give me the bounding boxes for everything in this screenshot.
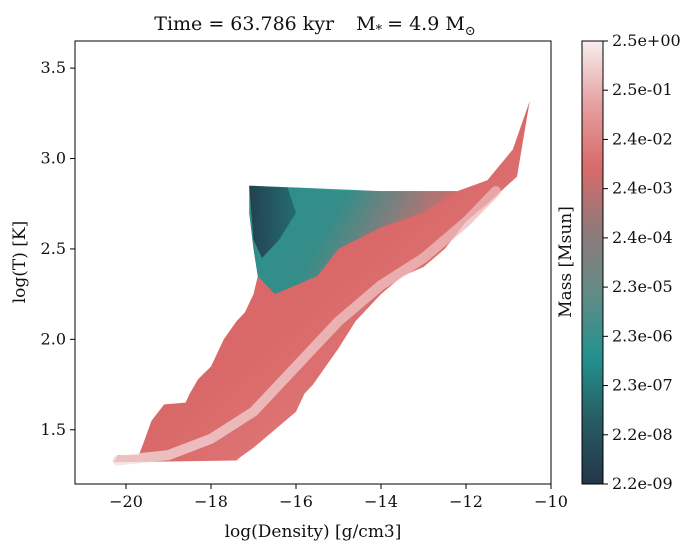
y-tick-label: 2.0: [41, 329, 66, 348]
y-axis-label: log(T) [K]: [10, 221, 30, 304]
x-tick-label: −14: [364, 492, 398, 511]
low-mass-region: [249, 185, 296, 258]
y-tick-label: 3.5: [41, 58, 66, 77]
y-tick-label: 3.0: [41, 149, 66, 168]
colorbar-tick-label: 2.5e-01: [612, 80, 673, 99]
y-tick-label: 2.5: [41, 239, 66, 258]
x-tick-label: −16: [279, 492, 313, 511]
x-tick-label: −20: [109, 492, 143, 511]
x-axis-label: log(Density) [g/cm3]: [225, 522, 402, 542]
hot-gas-region: [249, 185, 458, 295]
x-axis-ticks: −20 −18 −16 −14 −12 −10: [109, 484, 568, 511]
colorbar-ticks: 2.2e-09 2.2e-08 2.3e-07 2.3e-06 2.3e-05 2.4e-…: [603, 31, 681, 493]
colorbar-tick-label: 2.2e-09: [612, 474, 673, 493]
colorbar-tick-label: 2.4e-02: [612, 129, 673, 148]
x-tick-label: −12: [449, 492, 483, 511]
plot-frame: [74, 40, 552, 485]
colorbar: [581, 40, 604, 485]
x-tick-label: −18: [194, 492, 228, 511]
plot-area: [112, 100, 530, 466]
colorbar-tick-label: 2.4e-04: [612, 228, 673, 247]
density-temperature-region: [113, 100, 530, 463]
colorbar-tick-label: 2.4e-03: [612, 179, 673, 198]
colorbar-tick-label: 2.2e-08: [612, 425, 673, 444]
colorbar-label: Mass [Msun]: [556, 206, 576, 318]
chart-title: Time = 63.786 kyr M* = 4.9 M⊙: [154, 13, 475, 39]
colorbar-tick-label: 2.3e-07: [612, 376, 673, 395]
y-tick-label: 1.5: [41, 420, 66, 439]
colorbar-tick-label: 2.3e-06: [612, 326, 673, 345]
x-tick-label: −10: [534, 492, 568, 511]
colorbar-tick-label: 2.5e+00: [612, 31, 681, 50]
y-axis-ticks: 1.5 2.0 2.5 3.0 3.5: [41, 58, 75, 439]
high-mass-ridge: [112, 186, 501, 466]
colorbar-tick-label: 2.3e-05: [612, 277, 673, 296]
